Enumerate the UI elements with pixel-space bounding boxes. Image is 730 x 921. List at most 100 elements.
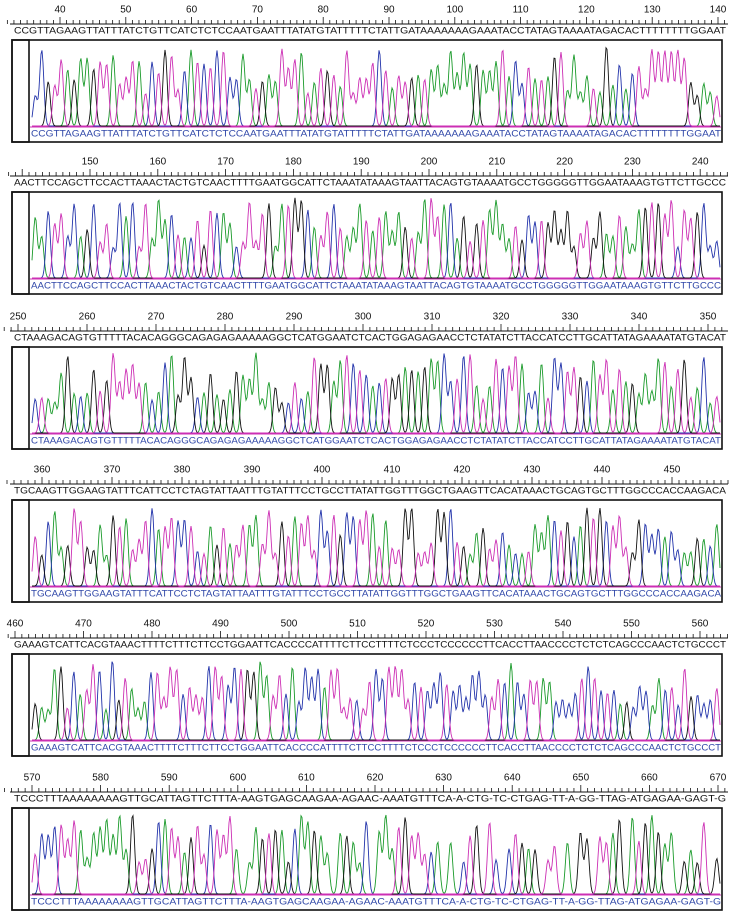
position-label: 270: [148, 312, 165, 323]
position-label: 440: [594, 465, 611, 476]
position-label: 400: [314, 465, 331, 476]
position-label: 60: [186, 5, 198, 16]
trace-T: [32, 198, 720, 279]
position-label: 360: [34, 465, 51, 476]
trace-A: [32, 661, 720, 741]
base-calls: GAAAGTCATTCACGTAAACTTTTCTTTCTTCCTGGAATTC…: [31, 742, 722, 752]
base-calls: AACTTCCAGCTTCCACTTAAACTACTGTCAACTTTTGAAT…: [31, 280, 722, 290]
position-label: 250: [10, 312, 27, 323]
position-label: 340: [631, 312, 648, 323]
panel: 40 50 60 70 80 90 100 110 120 130 140 CCGTTAGAAGTTA…: [6, 5, 728, 143]
trace-C: [32, 661, 720, 741]
panel: 460 470 480 490 500 510 520 530 540 550 560 GAAAGTC…: [7, 619, 728, 757]
trace-T: [31, 816, 720, 895]
position-label: 230: [624, 157, 641, 168]
panel: 570 580 590 600 610 620 630 640 650 660 670 TCCCTTT…: [4, 773, 728, 911]
position-label: 210: [488, 157, 505, 168]
sequence-text: TGCAAGTTGGAAGTATTTCATTCCTCTAGTATTAATTTGT…: [14, 485, 726, 495]
position-label: 490: [212, 619, 229, 630]
position-label: 110: [513, 5, 529, 16]
trace-G: [32, 46, 720, 127]
side-box: [11, 653, 30, 757]
sequence-text: CTAAAGACAGTGTTTTTACACAGGGCAGAGAGAAAAAGGC…: [14, 332, 727, 342]
position-label: 510: [349, 619, 366, 630]
position-label: 80: [318, 5, 330, 16]
trace-T: [32, 664, 721, 741]
position-label: 280: [217, 312, 234, 323]
position-label: 660: [641, 773, 658, 784]
position-label: 390: [244, 465, 261, 476]
position-label: 220: [556, 157, 573, 168]
position-label: 380: [174, 465, 191, 476]
position-label: 140: [710, 5, 727, 16]
position-label: 120: [578, 5, 595, 16]
sequence-text: GAAAGTCATTCACGTAAACTTTTCTTTCTTCCTGGAATTC…: [14, 639, 727, 649]
position-label: 420: [454, 465, 471, 476]
trace-G: [32, 507, 720, 587]
position-label: 370: [104, 465, 121, 476]
position-label: 240: [692, 157, 709, 168]
position-label: 520: [418, 619, 435, 630]
sequence-text: TCCCTTTAAAAAAAAGTTGCATTAGTTCTTTA-AAGTGAG…: [14, 793, 726, 803]
position-label: 450: [664, 465, 681, 476]
position-label: 430: [524, 465, 541, 476]
position-label: 670: [710, 773, 727, 784]
position-label: 540: [555, 619, 572, 630]
position-label: 190: [353, 157, 370, 168]
sequence-text: AACTTCCAGCTTCCACTTAAACTACTGTCAACTTTTGAAT…: [14, 177, 727, 187]
base-calls: CTAAAGACAGTGTTTTTACACAGGGCAGAGAGAAAAAGGC…: [31, 435, 722, 445]
position-label: 100: [446, 5, 463, 16]
position-label: 300: [355, 312, 372, 323]
base-calls: TGCAAGTTGGAAGTATTTCATTCCTCTAGTATTAATTTGT…: [31, 588, 721, 598]
position-label: 550: [623, 619, 640, 630]
position-label: 570: [24, 773, 41, 784]
position-label: 640: [504, 773, 521, 784]
position-label: 460: [7, 619, 24, 630]
side-box: [11, 807, 30, 911]
position-label: 630: [435, 773, 452, 784]
side-box: [11, 39, 30, 143]
side-box: [11, 346, 30, 450]
base-calls: CCGTTAGAAGTTATTTATCTGTTCATCTCTCCAATGAATT…: [31, 128, 722, 138]
position-label: 260: [79, 312, 96, 323]
position-label: 650: [572, 773, 589, 784]
trace-T: [32, 353, 721, 434]
position-label: 480: [144, 619, 161, 630]
position-label: 70: [252, 5, 264, 16]
position-label: 620: [367, 773, 384, 784]
position-label: 580: [92, 773, 109, 784]
position-label: 610: [298, 773, 315, 784]
position-label: 500: [281, 619, 298, 630]
position-label: 150: [82, 157, 99, 168]
trace-T: [31, 508, 720, 587]
position-label: 180: [285, 157, 302, 168]
position-label: 90: [383, 5, 395, 16]
position-label: 40: [54, 5, 66, 16]
position-label: 290: [286, 312, 303, 323]
position-label: 200: [421, 157, 438, 168]
position-label: 470: [75, 619, 92, 630]
trace-A: [32, 49, 720, 127]
panel: 360 370 380 390 400 410 420 430 440 450 TGCAAGTTGG…: [6, 465, 729, 603]
position-label: 50: [120, 5, 132, 16]
position-label: 320: [493, 312, 510, 323]
side-box: [11, 191, 30, 295]
position-label: 590: [161, 773, 178, 784]
base-calls: TCCCTTTAAAAAAAAGTTGCATTAGTTCTTTA-AAGTGAG…: [31, 896, 721, 906]
position-label: 310: [424, 312, 441, 323]
position-label: 330: [562, 312, 579, 323]
panel: 250 260 270 280 290 300 310 320 330 340 350 CTAAAGA…: [3, 312, 728, 450]
position-label: 530: [486, 619, 503, 630]
panel: 150 160 170 180 190 200 210 220 230 240 AACTTCCAGC…: [8, 157, 728, 295]
sequence-text: CCGTTAGAAGTTATTTATCTGTTCATCTCTCCAATGAATT…: [14, 25, 727, 35]
position-label: 600: [229, 773, 246, 784]
position-label: 160: [149, 157, 166, 168]
position-label: 350: [700, 312, 717, 323]
position-label: 170: [217, 157, 234, 168]
trace-G: [32, 197, 720, 279]
trace-T: [32, 48, 721, 127]
side-box: [11, 499, 30, 603]
position-label: 130: [644, 5, 661, 16]
